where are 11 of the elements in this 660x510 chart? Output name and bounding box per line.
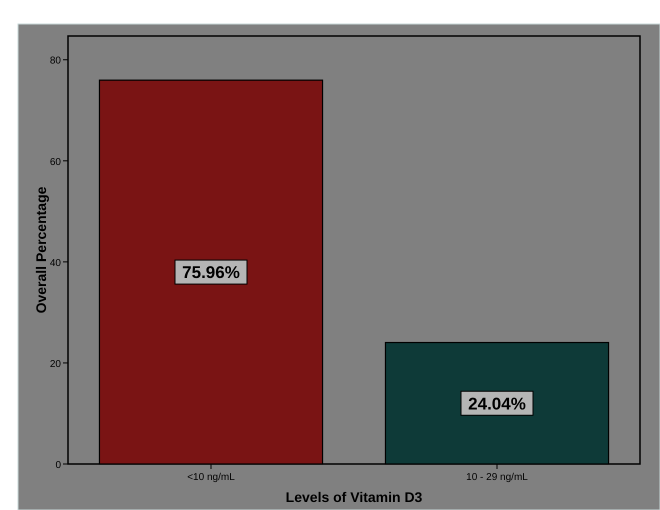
y-tick-label: 60: [50, 156, 62, 168]
data-label: 24.04%: [468, 394, 526, 414]
data-label: 75.96%: [182, 263, 240, 282]
y-axis-title: Overall Percentage: [33, 186, 49, 314]
y-tick-label: 20: [50, 358, 62, 370]
y-tick-label: 40: [50, 258, 62, 269]
y-tick-label: 0: [55, 460, 62, 471]
x-axis-title: Levels of Vitamin D3: [286, 489, 423, 505]
x-tick-label: 10 - 29 ng/mL: [466, 472, 528, 483]
y-tick-label: 80: [50, 56, 62, 67]
x-tick-label: <10 ng/mL: [187, 472, 236, 483]
